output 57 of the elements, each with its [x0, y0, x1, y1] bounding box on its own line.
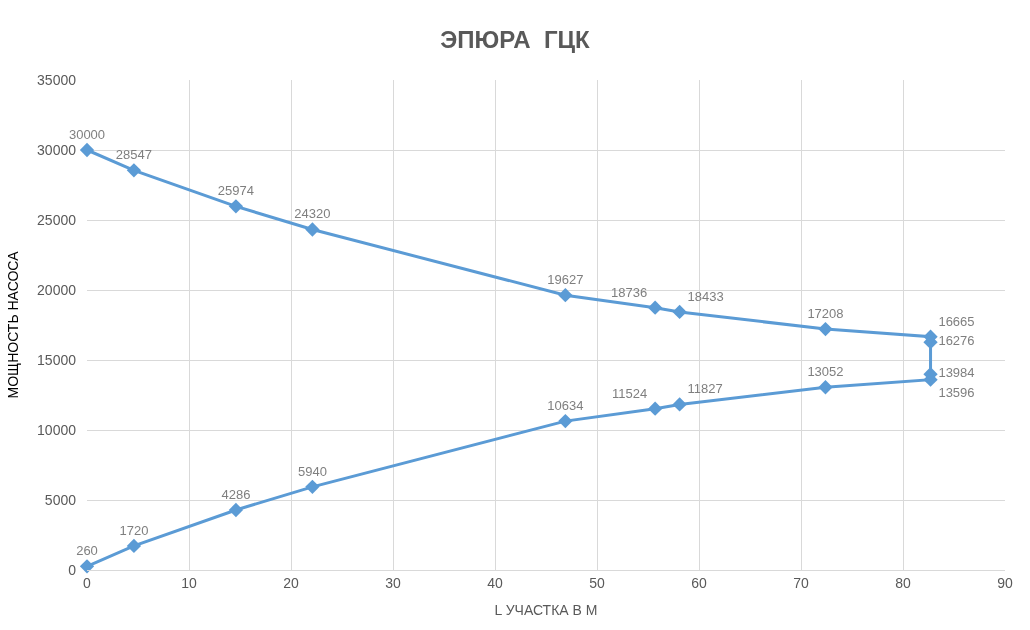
x-tick-label: 30 [385, 574, 401, 591]
y-tick-label: 0 [68, 561, 77, 578]
data-label: 18736 [611, 284, 648, 300]
point [558, 288, 573, 303]
point [647, 401, 663, 416]
x-tick-label: 80 [895, 574, 911, 591]
x-tick-label: 90 [997, 574, 1013, 591]
point [228, 199, 244, 214]
data-label: 13596 [938, 385, 975, 401]
data-label: 18433 [687, 288, 724, 304]
x-tick-label: 10 [181, 574, 197, 591]
point [672, 304, 687, 320]
data-label: 16276 [938, 333, 975, 349]
y-tick-label: 20000 [37, 281, 77, 298]
point [305, 222, 320, 237]
data-label: 260 [76, 543, 98, 559]
point [79, 559, 95, 574]
data-label: 11827 [687, 381, 723, 397]
data-label: 30000 [68, 126, 106, 142]
x-tick-label: 60 [691, 574, 707, 591]
x-tick-label: 70 [793, 574, 809, 591]
data-label: 28547 [115, 147, 152, 163]
x-axis-title: L УЧАСТКА В М [494, 602, 598, 619]
point [672, 397, 687, 412]
y-tick-label: 15000 [37, 351, 77, 368]
point [558, 413, 573, 429]
data-label: 16665 [938, 313, 975, 329]
point [79, 142, 95, 158]
point [305, 479, 320, 494]
y-axis-title: МОЩНОСТЬ НАСОСА [4, 250, 21, 399]
point [228, 502, 244, 518]
point [818, 380, 833, 395]
data-label: 25974 [217, 183, 254, 199]
x-tick-label: 0 [83, 574, 92, 591]
y-tick-label: 30000 [37, 141, 77, 158]
data-label: 11524 [612, 385, 648, 401]
data-label: 24320 [294, 206, 331, 222]
x-tick-label: 40 [487, 574, 503, 591]
data-label: 4286 [221, 486, 251, 502]
data-label: 5940 [297, 463, 327, 479]
x-tick-label: 20 [283, 574, 299, 591]
y-tick-label: 5000 [44, 491, 77, 508]
point [126, 538, 142, 554]
data-label: 19627 [547, 272, 584, 288]
point [818, 321, 833, 337]
point [647, 300, 663, 315]
point [126, 163, 142, 178]
y-tick-label: 25000 [37, 211, 77, 228]
y-tick-label: 35000 [37, 71, 77, 88]
data-label: 10634 [547, 397, 584, 413]
y-tick-label: 10000 [37, 421, 77, 438]
data-label: 13984 [938, 365, 975, 381]
data-label: 13052 [807, 364, 844, 380]
data-label: 1720 [119, 522, 149, 538]
chart-title: ЭПЮРА ГЦК [440, 26, 591, 54]
data-label: 17208 [807, 305, 844, 321]
x-tick-label: 50 [589, 574, 605, 591]
